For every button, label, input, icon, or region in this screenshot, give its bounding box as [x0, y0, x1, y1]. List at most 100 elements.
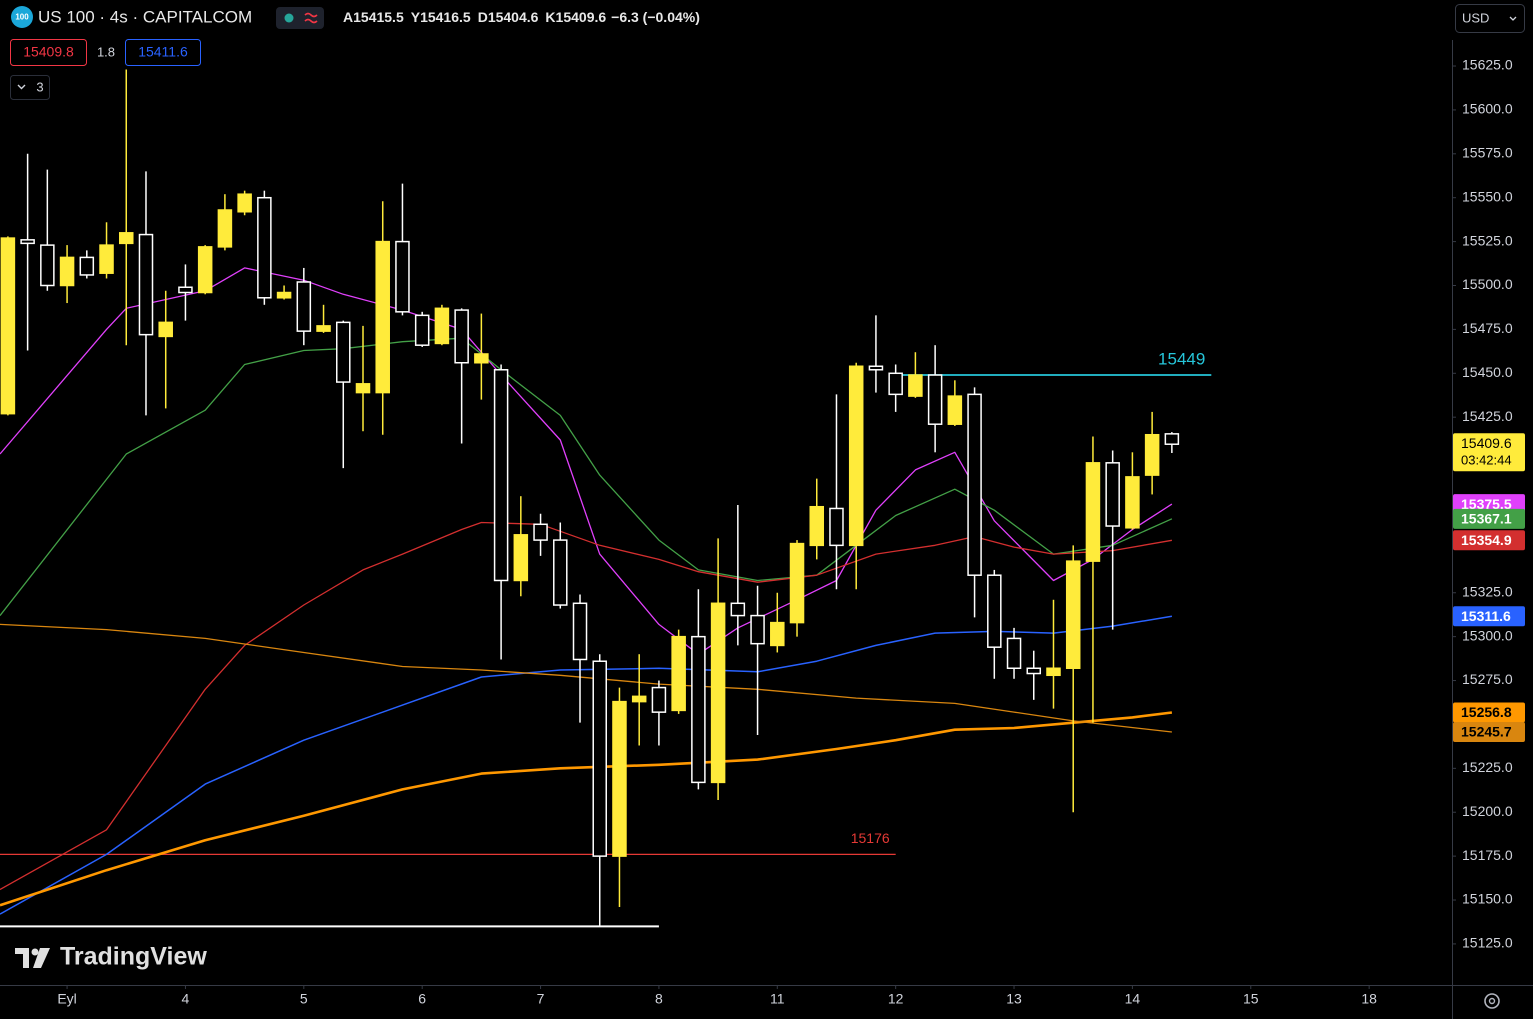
- ohlc-value: 15415.5: [353, 9, 404, 25]
- y-tick-label: 15325.0: [1462, 583, 1513, 599]
- candle-body: [829, 507, 844, 547]
- candle-body: [1046, 667, 1061, 677]
- x-tick-label: 11: [770, 991, 785, 1007]
- candle-body: [434, 307, 450, 345]
- y-tick-label: 15225.0: [1462, 759, 1513, 775]
- candle-body: [276, 291, 292, 299]
- ask-box[interactable]: [125, 39, 201, 66]
- candle-body: [316, 325, 331, 332]
- y-tick-label: 15550.0: [1462, 188, 1513, 204]
- y-tick-label: 15425.0: [1462, 408, 1513, 424]
- y-tick-label: 15625.0: [1462, 57, 1513, 73]
- y-tick-label: 15475.0: [1462, 320, 1513, 336]
- last-price-label: [1453, 433, 1525, 472]
- x-tick-label: 8: [655, 991, 663, 1007]
- candle-body: [336, 321, 351, 383]
- candle-body: [1105, 462, 1120, 527]
- candle-body: [789, 542, 805, 624]
- candle-body: [710, 602, 726, 784]
- candle-body: [59, 256, 75, 287]
- candle-body: [691, 635, 706, 784]
- candle-body: [257, 196, 272, 299]
- ma-price-text: 15354.9: [1461, 532, 1512, 548]
- candle-body: [138, 233, 154, 336]
- symbol-logo: [11, 6, 33, 28]
- x-tick-label: 4: [182, 991, 190, 1007]
- ma-line: [0, 615, 1173, 915]
- ohlc-key: K: [545, 9, 555, 25]
- ask-price: 15411.6: [138, 44, 188, 60]
- settings-icon[interactable]: [1484, 993, 1500, 1009]
- ma-price-text: 15375.5: [1461, 496, 1512, 512]
- y-tick-label: 15575.0: [1462, 145, 1513, 161]
- ohlc-key: A: [343, 9, 353, 25]
- ohlc-legend: A15415.5 Y15416.5 D15404.6 K15409.6 −6.3 (−0…: [343, 9, 700, 25]
- candle-body: [612, 700, 627, 857]
- candle-body: [178, 286, 193, 294]
- candle-body: [848, 365, 864, 547]
- candle-body: [0, 237, 16, 415]
- x-tick-label: Eyl: [57, 991, 76, 1007]
- ma-price-label: [1453, 702, 1525, 723]
- candle-body: [553, 539, 568, 606]
- candle-body: [868, 365, 884, 371]
- candle-body: [414, 314, 430, 346]
- level-label: 15176: [851, 830, 890, 846]
- y-tick-label: 15275.0: [1462, 671, 1513, 687]
- currency: USD: [1462, 10, 1489, 25]
- ohlc-value: 15416.5: [420, 9, 471, 25]
- y-tick-label: 15525.0: [1462, 232, 1513, 248]
- ohlc-key: D: [478, 9, 488, 25]
- candle-body: [217, 209, 233, 248]
- last-price-text: 15409.6: [1461, 435, 1512, 451]
- plot-area: 15449 15176: [0, 69, 1212, 928]
- level-label: 15449: [1158, 350, 1205, 369]
- x-tick-label: 18: [1361, 991, 1377, 1007]
- candle-body: [1026, 667, 1042, 675]
- candle-body: [79, 256, 95, 276]
- candle-body: [197, 246, 213, 294]
- x-tick-label: 12: [888, 991, 904, 1007]
- y-tick-label: 15500.0: [1462, 276, 1513, 292]
- indicator-toggle[interactable]: [10, 75, 50, 100]
- currency-button[interactable]: [1455, 4, 1525, 33]
- logo-text: 100: [15, 13, 29, 22]
- candle-body: [119, 232, 134, 245]
- symbol-title[interactable]: US 100 · 4s · CAPITALCOM: [38, 7, 252, 26]
- candle-body: [158, 321, 173, 338]
- ma-line: [0, 711, 1173, 907]
- y-axis: 15625.0 15600.0 15575.0 15550.0 15525.0 15500…: [1452, 57, 1525, 951]
- y-tick-label: 15150.0: [1462, 891, 1513, 907]
- candle-body: [1125, 476, 1140, 529]
- candle-body: [671, 635, 686, 712]
- candle-body: [750, 614, 765, 645]
- candle-body: [651, 686, 667, 713]
- y-tick-label: 15450.0: [1462, 364, 1513, 380]
- candle-body: [770, 621, 785, 647]
- status-badge: [276, 7, 324, 29]
- ma-line: [0, 521, 1173, 891]
- candle-body: [513, 534, 529, 582]
- candle-body: [395, 240, 410, 313]
- ohlc-key: Y: [411, 9, 421, 25]
- candle-body: [809, 505, 825, 547]
- y-tick-label: 15300.0: [1462, 627, 1513, 643]
- candle-body: [987, 574, 1002, 648]
- candle-body: [493, 369, 509, 582]
- candle-body: [730, 602, 746, 617]
- candle-body: [533, 523, 548, 541]
- x-axis: Eyl 4 5 6 7 8 11 12 13 14 15 18: [57, 985, 1377, 1007]
- ma-price-text: 15256.8: [1461, 704, 1512, 720]
- x-tick-label: 13: [1006, 991, 1022, 1007]
- ohlc-value: 15404.6: [488, 9, 539, 25]
- bid-box[interactable]: [10, 39, 87, 66]
- watermark-text: TradingView: [60, 943, 207, 971]
- candle-body: [927, 374, 943, 425]
- ma-price-label: [1453, 606, 1525, 627]
- x-tick-label: 7: [537, 991, 545, 1007]
- candle-body: [355, 383, 371, 394]
- candle-body: [1164, 433, 1180, 445]
